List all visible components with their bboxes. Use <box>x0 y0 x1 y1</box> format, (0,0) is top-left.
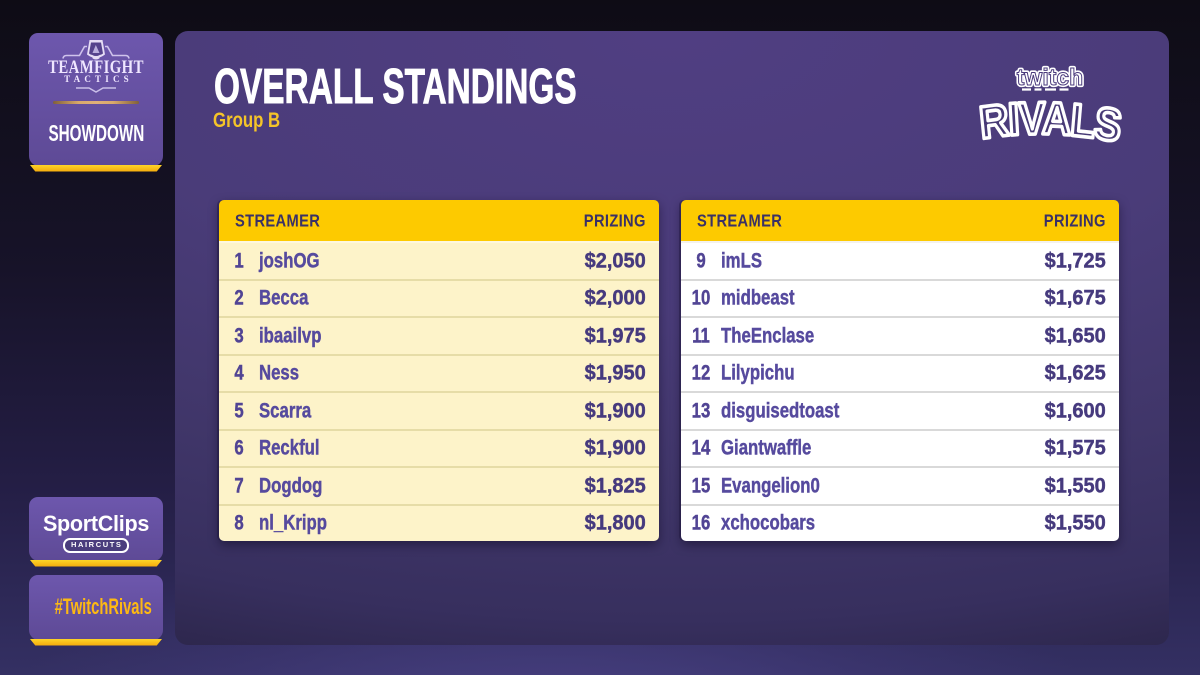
svg-text:RIVALS: RIVALS <box>977 93 1124 152</box>
svg-text:twitch: twitch <box>1017 64 1083 90</box>
svg-text:twitch: twitch <box>1017 64 1083 90</box>
